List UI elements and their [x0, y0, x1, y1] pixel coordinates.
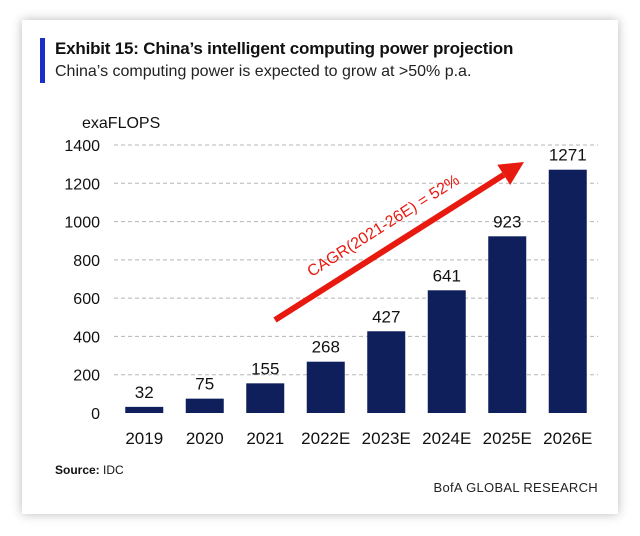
data-label: 75 — [195, 375, 214, 394]
bar — [185, 398, 224, 413]
cagr-annotation: CAGR(2021-26E) = 52% — [305, 172, 463, 281]
source-value: IDC — [103, 463, 124, 477]
bars — [125, 169, 587, 413]
bar — [125, 406, 164, 413]
exhibit-card: Exhibit 15: China’s intelligent computin… — [22, 20, 618, 514]
x-tick-label: 2019 — [125, 429, 163, 448]
exhibit-subtitle: China’s computing power is expected to g… — [55, 63, 472, 80]
y-axis-title: exaFLOPS — [82, 115, 160, 132]
cagr-arrow-head — [497, 162, 524, 185]
labels: exaFLOPS 0 200 400 600 800 1000 1200 1400 32 2019 7… — [64, 115, 592, 448]
title-accent-bar — [40, 38, 45, 83]
data-label: 268 — [312, 338, 340, 357]
y-tick-label: 200 — [73, 368, 100, 385]
y-tick-label: 800 — [73, 253, 100, 270]
x-tick-label: 2022E — [301, 429, 350, 448]
y-tick-label: 600 — [73, 291, 100, 308]
data-label: 641 — [433, 266, 461, 285]
cagr-arrow: CAGR(2021-26E) = 52% — [273, 162, 524, 323]
source-label: Source: — [55, 463, 100, 477]
data-label: 923 — [493, 212, 521, 231]
x-tick-label: 2024E — [422, 429, 471, 448]
bar — [548, 169, 587, 413]
bar — [306, 361, 345, 413]
bar-chart: exaFLOPS 0 200 400 600 800 1000 1200 1400 32 2019 7… — [64, 115, 598, 448]
y-tick-label: 0 — [91, 406, 100, 423]
data-label: 427 — [372, 307, 400, 326]
y-tick-label: 1400 — [64, 138, 100, 155]
gridlines — [114, 144, 598, 376]
y-tick-label: 1200 — [64, 176, 100, 193]
brand-footer: BofA GLOBAL RESEARCH — [433, 480, 598, 495]
y-tick-label: 1000 — [64, 215, 100, 232]
x-tick-label: 2025E — [483, 429, 532, 448]
data-label: 32 — [135, 383, 154, 402]
x-tick-label: 2021 — [246, 429, 284, 448]
x-tick-label: 2026E — [543, 429, 592, 448]
bar — [427, 290, 466, 413]
data-label: 1271 — [549, 146, 587, 165]
exhibit-title: Exhibit 15: China’s intelligent computin… — [55, 39, 514, 58]
bar — [246, 383, 285, 413]
data-label: 155 — [251, 359, 279, 378]
x-tick-label: 2023E — [362, 429, 411, 448]
cagr-arrow-shaft — [273, 172, 506, 323]
source-note: Source: IDC — [55, 463, 124, 477]
y-tick-label: 400 — [73, 329, 100, 346]
bar — [488, 236, 527, 413]
bar — [367, 331, 406, 413]
x-tick-label: 2020 — [186, 429, 224, 448]
